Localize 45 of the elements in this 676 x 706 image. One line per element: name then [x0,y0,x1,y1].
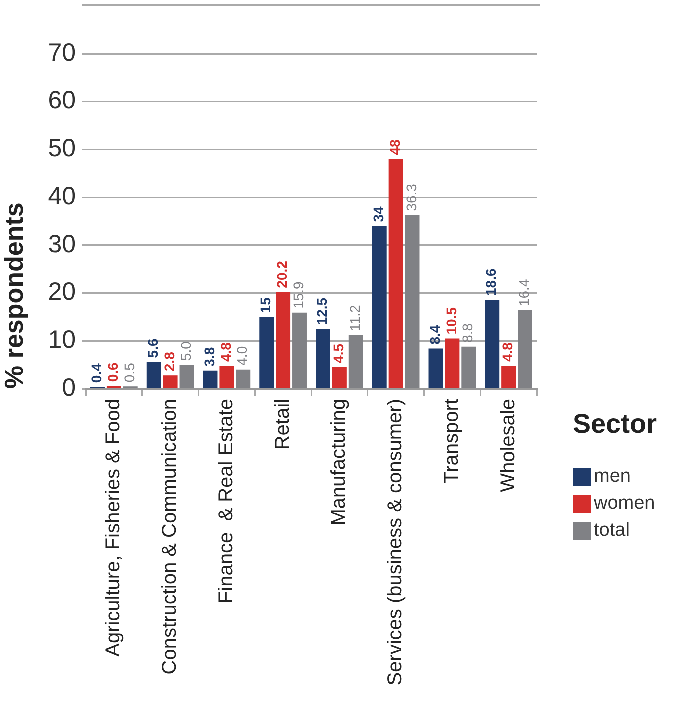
x-tick-label: Agriculture, Fisheries & Food [102,399,125,657]
data-label: 15.9 [290,281,307,309]
x-tick-label: Retail [272,399,294,450]
data-label: 4.5 [330,344,347,364]
data-label: 8.4 [426,325,443,345]
data-label: 0.5 [121,362,138,383]
y-tick-label: 20 [48,278,76,306]
y-tick-label: 0 [62,374,76,402]
data-label: 34 [370,206,386,222]
data-label: 2.8 [161,352,178,372]
data-label: 10.5 [443,307,460,335]
y-tick-label: 40 [48,182,76,210]
legend-label: men [594,466,631,488]
x-tick-label: Manufacturing [328,399,350,526]
data-label: 0.4 [88,363,105,384]
legend-label: total [594,520,630,542]
data-label: 12.5 [314,298,330,326]
x-tick-label: Services (business & consumer) [384,399,407,686]
y-tick-label: 10 [48,326,76,354]
x-tick-label: Finance & Real Estate [215,399,238,604]
data-label: 5.0 [178,341,194,362]
data-label: 4.0 [234,346,250,366]
data-label: 36.3 [403,184,420,212]
data-label: 48 [386,140,403,156]
data-label: 4.8 [500,342,516,362]
x-tick-label: Wholesale [497,399,520,492]
data-label: 3.8 [201,347,218,367]
data-label: 20.2 [274,260,290,288]
y-tick-label: 60 [48,86,76,115]
x-tick-label: Transport [440,398,463,484]
legend-label: women [594,492,656,514]
y-tick-label: 70 [48,38,76,67]
data-label: 11.2 [346,304,363,332]
x-tick-label: Construction & Communication [159,399,182,675]
data-label: 15 [258,297,274,314]
data-label: 8.8 [460,323,476,343]
data-label: 18.6 [483,268,500,296]
y-tick-label: 30 [48,230,76,258]
data-label: 16.4 [516,279,532,307]
y-tick-label: 50 [48,134,76,163]
y-axis-title: % respondents [0,202,29,389]
data-label: 5.6 [144,338,161,358]
data-label: 0.6 [105,362,122,382]
legend-title: Sector [573,408,658,440]
data-label: 4.8 [218,342,234,362]
